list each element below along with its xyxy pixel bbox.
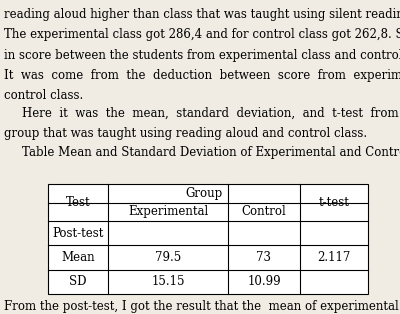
Text: 73: 73	[256, 251, 272, 264]
Text: Group: Group	[185, 187, 223, 200]
Text: Here  it  was  the  mean,  standard  deviation,  and  t-test  from  experimental: Here it was the mean, standard deviation…	[22, 107, 400, 120]
Text: reading aloud higher than class that was taught using silent reading, control cl: reading aloud higher than class that was…	[4, 8, 400, 21]
Text: Experimental: Experimental	[128, 205, 208, 219]
Text: group that was taught using reading aloud and control class.: group that was taught using reading alou…	[4, 127, 367, 140]
Text: control class.: control class.	[4, 89, 83, 102]
Text: It  was  come  from  the  deduction  between  score  from  experimental  class  : It was come from the deduction between s…	[4, 69, 400, 82]
Text: 79.5: 79.5	[155, 251, 181, 264]
Text: 10.99: 10.99	[247, 275, 281, 288]
Text: Post-test: Post-test	[52, 227, 104, 240]
Text: Mean: Mean	[61, 251, 95, 264]
Text: Test: Test	[66, 196, 90, 209]
Text: From the post-test, I got the result that the  mean of experimental group: From the post-test, I got the result tha…	[4, 300, 400, 313]
Text: 2.117: 2.117	[317, 251, 351, 264]
Text: in score between the students from experimental class and control class was 23,6: in score between the students from exper…	[4, 49, 400, 62]
Text: 15.15: 15.15	[151, 275, 185, 288]
Text: The experimental class got 286,4 and for control class got 262,8. So the differe: The experimental class got 286,4 and for…	[4, 28, 400, 41]
Text: Control: Control	[242, 205, 286, 219]
Text: t-test: t-test	[318, 196, 350, 209]
Text: Table Mean and Standard Deviation of Experimental and Control Class: Table Mean and Standard Deviation of Exp…	[22, 146, 400, 159]
Text: SD: SD	[69, 275, 87, 288]
